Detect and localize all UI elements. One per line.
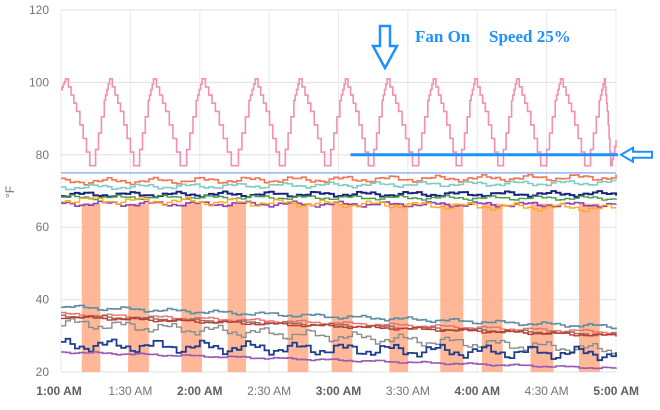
series-line (61, 190, 617, 199)
fan-active-band (181, 203, 203, 372)
series-line (61, 194, 617, 201)
series-lines (61, 172, 617, 370)
speed-label: Speed 25% (489, 27, 571, 46)
series-line (61, 304, 617, 330)
fan-active-band (440, 203, 464, 372)
y-tick-label: 100 (29, 75, 49, 89)
series-line (61, 311, 617, 335)
y-tick-label: 40 (36, 293, 50, 307)
x-tick-label: 4:00 AM (454, 384, 500, 398)
cycling-series-line (61, 78, 617, 167)
y-tick-label: 60 (36, 220, 50, 234)
x-tick-label: 3:30 AM (386, 384, 430, 398)
fan-active-band (331, 203, 353, 372)
y-axis: 20 40 60 80 100 120 (29, 3, 49, 379)
fan-active-band (530, 203, 554, 372)
series-line (61, 337, 617, 362)
series-line (61, 315, 617, 337)
fan-active-band (287, 203, 309, 372)
x-axis: 1:00 AM 1:30 AM 2:00 AM 2:30 AM 3:00 AM 3:30 … (36, 384, 639, 398)
annotations: Fan On Speed 25% (415, 27, 571, 46)
series-line (61, 196, 616, 213)
x-tick-label: 2:00 AM (177, 384, 223, 398)
series-line (61, 351, 617, 370)
x-tick-label: 3:00 AM (316, 384, 362, 398)
x-tick-label: 5:00 AM (593, 384, 639, 398)
cycling-series (61, 78, 617, 167)
x-tick-label: 1:30 AM (108, 384, 152, 398)
threshold-line (350, 24, 653, 164)
x-tick-label: 1:00 AM (36, 384, 82, 398)
y-tick-label: 80 (36, 148, 50, 162)
fan-active-band (579, 203, 600, 372)
series-line (61, 173, 617, 186)
series-line (61, 314, 617, 337)
series-line (61, 179, 617, 191)
arrow-down-icon (370, 24, 400, 71)
arrow-left-icon (619, 146, 653, 164)
series-line (61, 318, 617, 356)
fan-active-band (81, 203, 101, 372)
y-tick-label: 120 (29, 3, 49, 17)
y-axis-label: °F (3, 186, 17, 198)
y-tick-label: 20 (36, 365, 50, 379)
fan-active-band (227, 203, 246, 372)
x-tick-label: 2:30 AM (247, 384, 291, 398)
x-tick-label: 4:30 AM (525, 384, 569, 398)
fan-on-label: Fan On (415, 27, 471, 46)
